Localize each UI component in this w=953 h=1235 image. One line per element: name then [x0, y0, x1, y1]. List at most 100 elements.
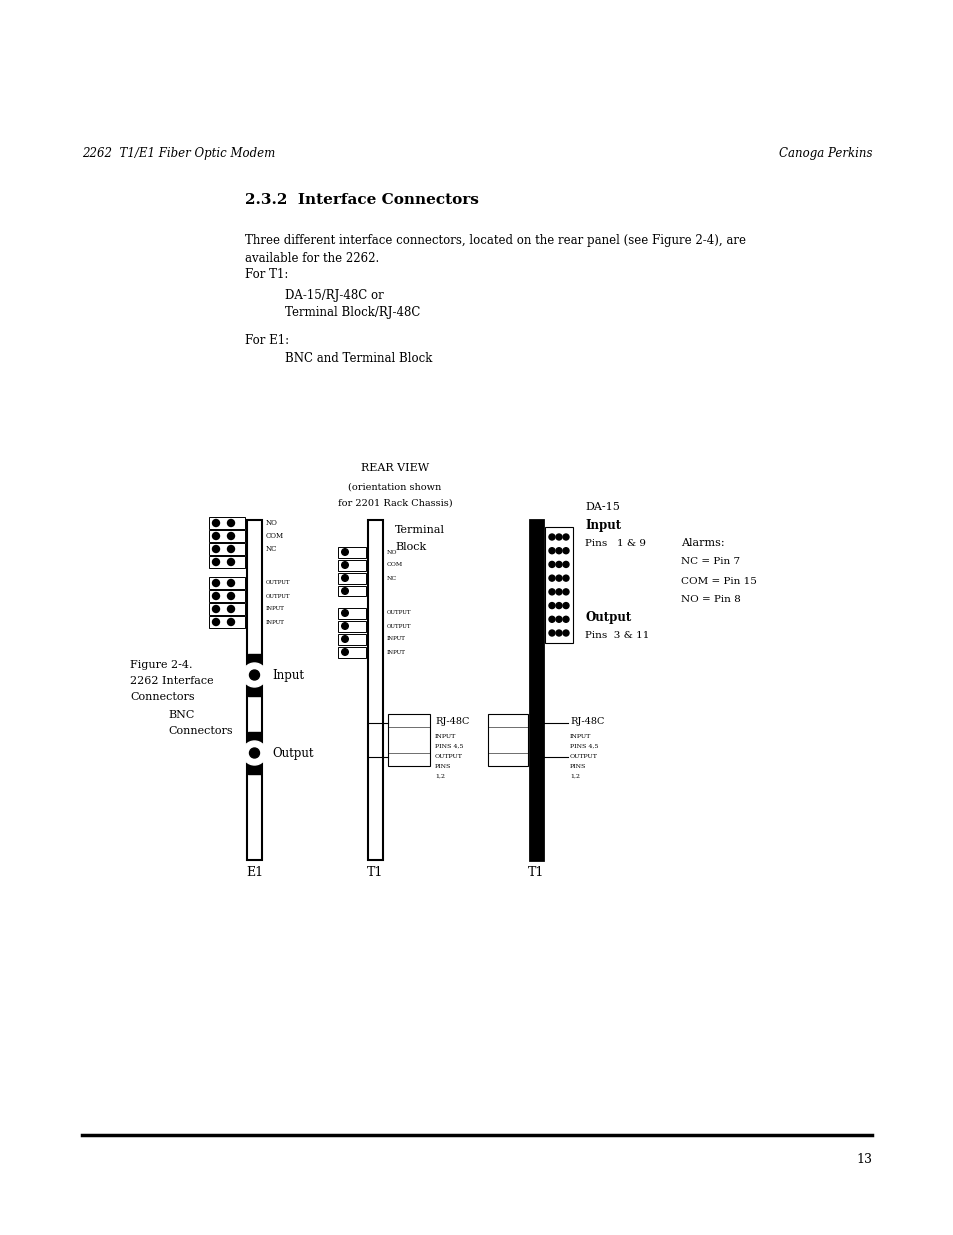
Text: Canoga Perkins: Canoga Perkins [778, 147, 871, 159]
Text: Alarms:: Alarms: [680, 538, 724, 548]
Text: 2262 Interface: 2262 Interface [130, 676, 213, 685]
Circle shape [213, 619, 219, 625]
Text: For T1:: For T1: [245, 268, 288, 282]
Circle shape [242, 663, 266, 687]
Circle shape [227, 605, 234, 613]
Bar [209, 590, 245, 601]
Bar [337, 585, 366, 597]
Circle shape [556, 547, 561, 553]
Text: INPUT: INPUT [266, 606, 285, 611]
Circle shape [548, 562, 555, 567]
Bar [209, 556, 245, 568]
Text: OUTPUT: OUTPUT [435, 753, 462, 758]
Text: NC: NC [387, 576, 396, 580]
Bar [209, 543, 245, 555]
Text: PINS: PINS [569, 763, 586, 768]
Circle shape [548, 616, 555, 622]
Text: OUTPUT: OUTPUT [387, 610, 411, 615]
Text: OUTPUT: OUTPUT [266, 580, 291, 585]
Text: 1,2: 1,2 [435, 773, 444, 778]
Text: PINS: PINS [435, 763, 451, 768]
Text: Input: Input [272, 668, 304, 682]
Circle shape [562, 534, 568, 540]
Bar [488, 714, 527, 766]
Bar [247, 520, 262, 860]
Bar [337, 547, 366, 557]
Circle shape [213, 605, 219, 613]
Circle shape [213, 520, 219, 526]
Text: NO = Pin 8: NO = Pin 8 [680, 595, 740, 604]
Text: Connectors: Connectors [168, 726, 233, 736]
Circle shape [227, 546, 234, 552]
Bar [209, 530, 245, 542]
Text: COM = Pin 15: COM = Pin 15 [680, 577, 756, 585]
Text: OUTPUT: OUTPUT [569, 753, 598, 758]
Circle shape [556, 616, 561, 622]
Text: INPUT: INPUT [387, 636, 405, 641]
Bar [248, 732, 261, 774]
Text: Pins   1 & 9: Pins 1 & 9 [584, 538, 645, 547]
Bar [209, 577, 245, 589]
Text: COM: COM [387, 562, 403, 568]
Text: DA-15: DA-15 [584, 501, 619, 513]
Circle shape [562, 576, 568, 582]
Circle shape [548, 603, 555, 609]
Circle shape [227, 558, 234, 566]
Circle shape [227, 579, 234, 587]
Text: INPUT: INPUT [435, 734, 456, 739]
Circle shape [341, 610, 348, 616]
Text: INPUT: INPUT [387, 650, 405, 655]
Circle shape [556, 630, 561, 636]
Text: Block: Block [395, 542, 426, 552]
Text: INPUT: INPUT [569, 734, 591, 739]
Text: Terminal: Terminal [395, 525, 444, 535]
Circle shape [213, 546, 219, 552]
Circle shape [341, 588, 348, 594]
Text: RJ-48C: RJ-48C [435, 718, 469, 726]
Circle shape [341, 636, 348, 642]
Bar [337, 559, 366, 571]
Bar [209, 517, 245, 529]
Circle shape [227, 532, 234, 540]
Bar [337, 573, 366, 583]
Circle shape [562, 603, 568, 609]
Bar [368, 520, 382, 860]
Bar [337, 634, 366, 645]
Text: Output: Output [584, 610, 631, 624]
Text: 13: 13 [855, 1153, 871, 1166]
Text: Pins  3 & 11: Pins 3 & 11 [584, 631, 649, 640]
Circle shape [250, 748, 259, 758]
Text: 2262  T1/E1 Fiber Optic Modem: 2262 T1/E1 Fiber Optic Modem [82, 147, 275, 159]
Bar [337, 621, 366, 631]
Text: NC = Pin 7: NC = Pin 7 [680, 557, 740, 567]
Text: INPUT: INPUT [266, 620, 285, 625]
Circle shape [341, 622, 348, 630]
Circle shape [341, 648, 348, 656]
Circle shape [250, 671, 259, 680]
Circle shape [548, 534, 555, 540]
Circle shape [341, 548, 348, 556]
Text: T1: T1 [528, 867, 544, 879]
Circle shape [213, 558, 219, 566]
Text: for 2201 Rack Chassis): for 2201 Rack Chassis) [337, 499, 452, 508]
Text: Connectors: Connectors [130, 692, 194, 701]
Text: BNC: BNC [168, 710, 194, 720]
Bar [209, 603, 245, 615]
Text: Figure 2-4.: Figure 2-4. [130, 659, 193, 671]
Bar [248, 655, 261, 697]
Text: PINS 4,5: PINS 4,5 [435, 743, 463, 748]
Text: OUTPUT: OUTPUT [387, 624, 411, 629]
Text: DA-15/RJ-48C or: DA-15/RJ-48C or [285, 289, 383, 301]
Text: OUTPUT: OUTPUT [266, 594, 291, 599]
Bar [388, 714, 430, 766]
Circle shape [562, 562, 568, 567]
Circle shape [548, 630, 555, 636]
Bar [209, 616, 245, 627]
Circle shape [548, 547, 555, 553]
Bar [530, 520, 542, 860]
Circle shape [227, 619, 234, 625]
Circle shape [341, 562, 348, 568]
Text: Output: Output [272, 746, 314, 760]
Text: PINS 4,5: PINS 4,5 [569, 743, 598, 748]
Text: For E1:: For E1: [245, 333, 289, 347]
